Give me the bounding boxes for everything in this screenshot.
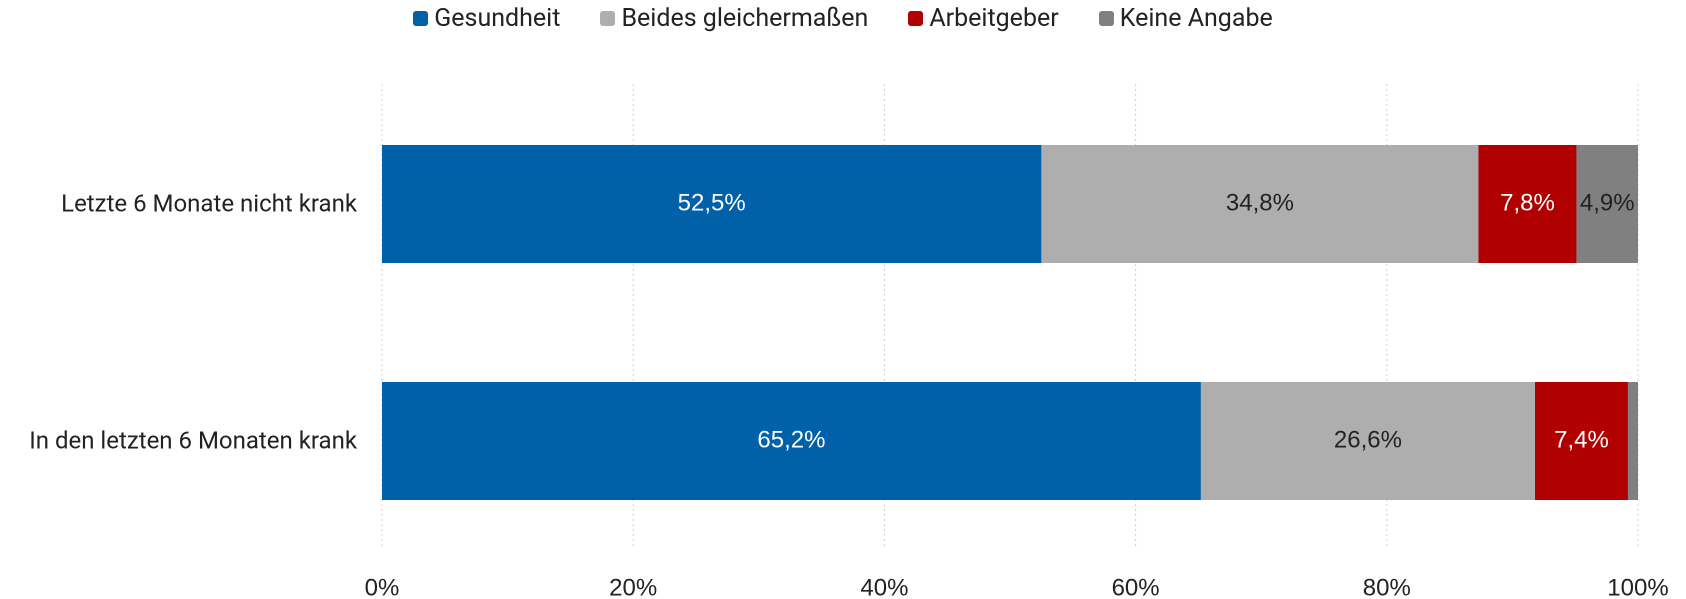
bar-segment	[1627, 382, 1638, 500]
x-tick-label: 100%	[1607, 574, 1668, 599]
x-tick-label: 80%	[1363, 574, 1411, 599]
legend-label: Gesundheit	[434, 4, 561, 33]
data-label: 52,5%	[678, 189, 746, 216]
legend-swatch	[600, 11, 616, 26]
data-label: 7,4%	[1554, 426, 1609, 453]
legend-label: Keine Angabe	[1119, 4, 1273, 33]
x-tick-label: 20%	[609, 574, 657, 599]
x-tick-label: 0%	[365, 574, 400, 599]
bar-segment	[382, 145, 1042, 263]
legend-label: Arbeitgeber	[929, 4, 1059, 33]
bar-segment	[1478, 145, 1577, 263]
legend: Gesundheit Beides gleichermaßen Arbeitgebe…	[0, 4, 1686, 33]
data-label: 65,2%	[757, 426, 825, 453]
legend-item: Arbeitgeber	[908, 4, 1059, 33]
legend-swatch	[413, 11, 429, 26]
data-label: 4,9%	[1580, 189, 1635, 216]
x-tick-label: 40%	[860, 574, 908, 599]
legend-item: Beides gleichermaßen	[600, 4, 868, 33]
legend-item: Keine Angabe	[1098, 4, 1273, 33]
bar-segment	[1041, 145, 1479, 263]
data-label: 26,6%	[1334, 426, 1402, 453]
bar-segment	[1576, 145, 1638, 263]
legend-swatch	[908, 11, 924, 26]
bar-segment	[1535, 382, 1628, 500]
legend-item: Gesundheit	[413, 4, 560, 33]
bar-segment	[382, 382, 1201, 500]
legend-swatch	[1098, 11, 1114, 26]
category-label: Letzte 6 Monate nicht krank	[61, 189, 357, 218]
data-label: 7,8%	[1500, 189, 1555, 216]
legend-label: Beides gleichermaßen	[621, 4, 869, 33]
x-tick-label: 60%	[1112, 574, 1160, 599]
data-label: 34,8%	[1226, 189, 1294, 216]
bar-segment	[1200, 382, 1536, 500]
category-label: In den letzten 6 Monaten krank	[29, 426, 357, 455]
